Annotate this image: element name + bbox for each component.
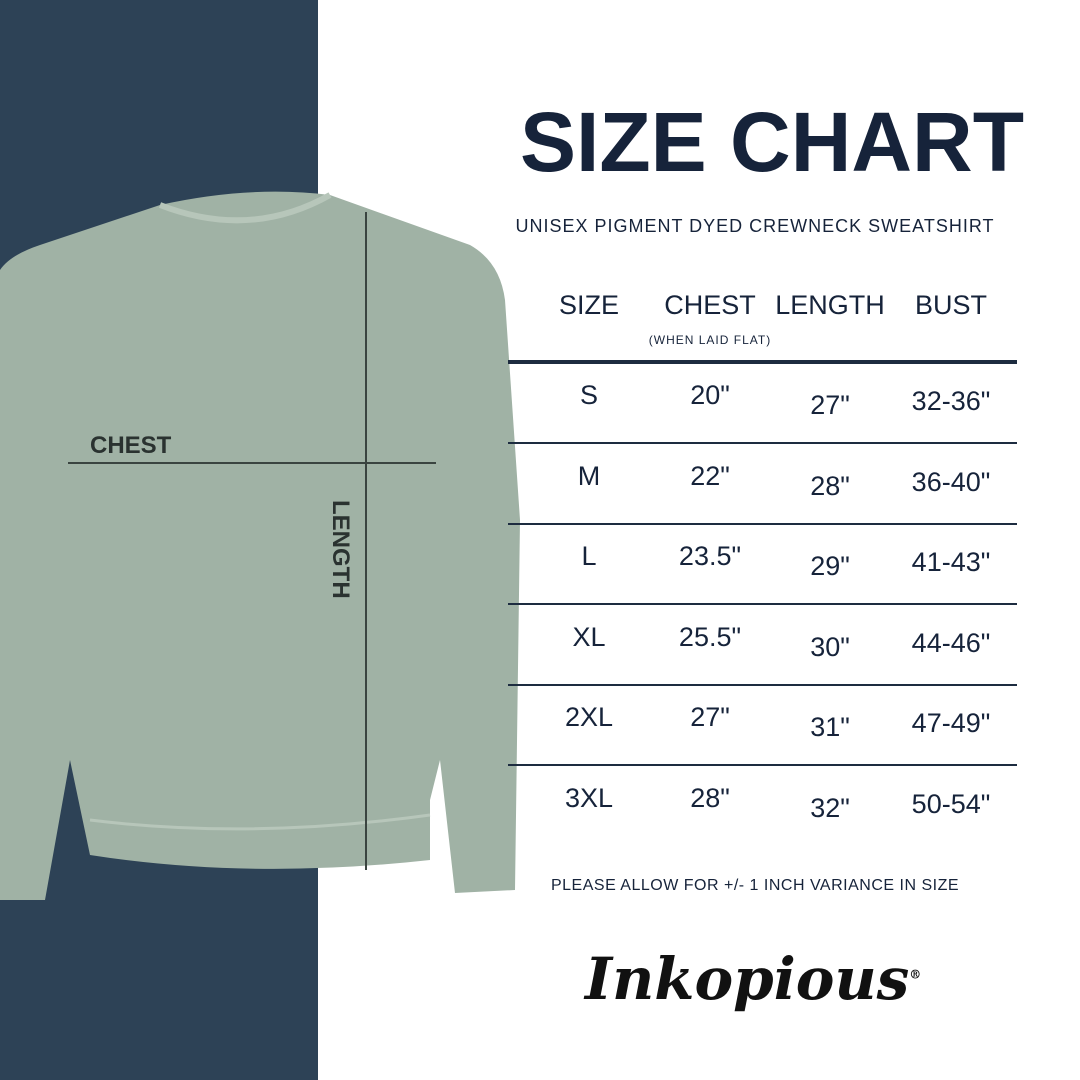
row-divider (508, 603, 1017, 605)
length-label: LENGTH (327, 500, 354, 599)
header-bust: BUST (914, 290, 987, 320)
cell-length: 27" (810, 390, 850, 420)
cell-size: 2XL (564, 702, 614, 732)
sweatshirt-illustration (0, 191, 520, 900)
cell-chest: 27" (690, 702, 730, 732)
chest-label: CHEST (90, 432, 172, 459)
row-divider (508, 764, 1017, 766)
header-chest: CHEST (664, 290, 756, 320)
cell-chest: 28" (690, 782, 730, 813)
header-length: LENGTH (775, 290, 885, 320)
variance-note: PLEASE ALLOW FOR +/- 1 INCH VARIANCE IN … (550, 877, 960, 894)
cell-length: 29" (810, 551, 850, 581)
brand-logo: Inkopious® (585, 945, 922, 1013)
cell-bust: 36-40" (911, 466, 991, 497)
chest-note: (WHEN LAID FLAT) (648, 333, 772, 347)
cell-size: S (579, 380, 598, 410)
cell-size: 3XL (564, 782, 614, 813)
page-title: SIZE CHART (520, 95, 1024, 189)
cell-bust: 47-49" (911, 708, 991, 738)
cell-bust: 44-46" (911, 627, 991, 658)
header-size: SIZE (558, 290, 619, 320)
cell-length: 28" (810, 470, 850, 501)
row-divider (508, 683, 1017, 686)
cell-bust: 32-36" (911, 386, 991, 416)
cell-length: 31" (810, 712, 850, 742)
cell-size: L (581, 541, 597, 571)
cell-length: 30" (810, 631, 850, 662)
header-divider (508, 360, 1017, 364)
row-divider (508, 522, 1017, 525)
cell-chest: 25.5" (678, 621, 742, 652)
cell-length: 32" (810, 792, 850, 823)
cell-size: M (577, 460, 601, 491)
cell-chest: 23.5" (678, 541, 742, 571)
cell-chest: 22" (690, 460, 730, 491)
cell-size: XL (572, 621, 606, 652)
row-divider (508, 442, 1017, 444)
cell-bust: 41-43" (911, 547, 991, 577)
cell-bust: 50-54" (911, 788, 991, 819)
cell-chest: 20" (690, 380, 730, 410)
subtitle: UNISEX PIGMENT DYED CREWNECK SWEATSHIRT (515, 216, 995, 236)
